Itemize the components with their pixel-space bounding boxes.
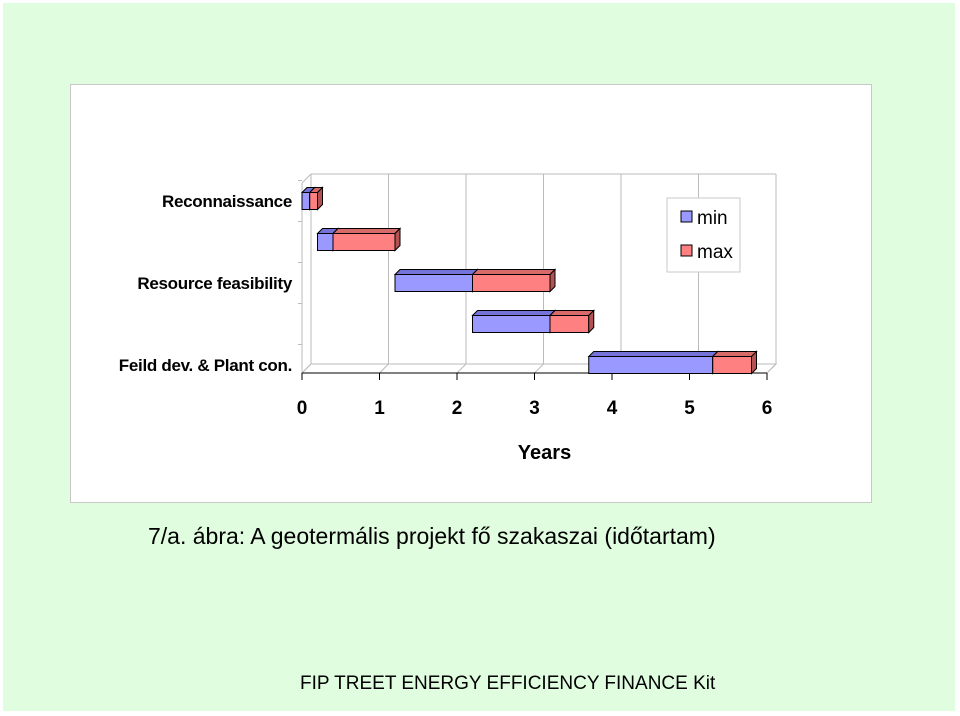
- category-label: Resource feasibility: [137, 274, 292, 293]
- x-tick-label: 5: [684, 398, 695, 419]
- bar-min-top: [393, 269, 479, 275]
- bar-max-side: [317, 186, 323, 211]
- x-axis-title: Years: [518, 442, 571, 464]
- bar-max-side: [394, 227, 401, 252]
- bar-min-top: [587, 351, 719, 357]
- floor-gridline: [379, 363, 389, 374]
- category-labels: Reconnaissance Resource feasibility Feild …: [119, 192, 293, 375]
- legend-label-max: max: [697, 242, 733, 263]
- bar-max-top: [711, 351, 758, 357]
- bar-min: [588, 356, 714, 374]
- footer-text: FIP TREET ENERGY EFFICIENCY FINANCE Kit: [300, 673, 716, 694]
- gantt-chart: 0 1 2 3 4 5 6 Reconnaissance Resource feasibili…: [119, 173, 778, 464]
- floor-gridline: [534, 363, 544, 374]
- bar-min: [301, 192, 311, 210]
- x-tick-label: 2: [452, 398, 463, 419]
- figure-caption: 7/a. ábra: A geotermális projekt fő szak…: [148, 523, 716, 549]
- x-tick-label: 6: [762, 398, 773, 419]
- side-wall-top: [301, 173, 312, 184]
- chart-area: 0 1 2 3 4 5 6 Reconnaissance Resource feasibili…: [70, 84, 872, 503]
- x-tick-label: 4: [607, 398, 618, 419]
- bar-max: [332, 233, 396, 251]
- floor-gridline: [301, 363, 312, 374]
- floor-gridline: [766, 363, 777, 374]
- x-tick-label: 0: [297, 398, 308, 419]
- bar-max-side: [549, 268, 556, 293]
- legend-label-min: min: [697, 208, 728, 229]
- bar-max-side: [588, 309, 595, 334]
- category-label: Feild dev. & Plant con.: [119, 356, 292, 375]
- bars: [300, 186, 758, 375]
- x-axis: 0 1 2 3 4 5 6: [297, 372, 773, 419]
- bar-max: [712, 356, 752, 374]
- bar-max-side: [751, 350, 757, 375]
- bar-max-top: [331, 228, 402, 234]
- bar-max: [472, 274, 551, 292]
- bar-min-top: [471, 310, 557, 316]
- legend-swatch-max: [680, 244, 693, 257]
- category-label: Reconnaissance: [162, 192, 292, 211]
- bar-min: [394, 274, 473, 292]
- bar-max-top: [548, 310, 595, 316]
- legend: min max: [666, 197, 741, 273]
- bar-min: [472, 315, 551, 333]
- slide-background: 0 1 2 3 4 5 6 Reconnaissance Resource feasibili…: [3, 3, 955, 711]
- x-tick-label: 1: [374, 398, 385, 419]
- legend-box: [666, 197, 741, 273]
- floor-gridline: [456, 363, 467, 374]
- legend-swatch-min: [680, 210, 693, 223]
- bar-max: [309, 192, 318, 210]
- x-tick-label: 3: [529, 398, 540, 419]
- bar-max: [549, 315, 590, 333]
- bar-max-top: [471, 269, 557, 275]
- bar-min: [317, 233, 334, 251]
